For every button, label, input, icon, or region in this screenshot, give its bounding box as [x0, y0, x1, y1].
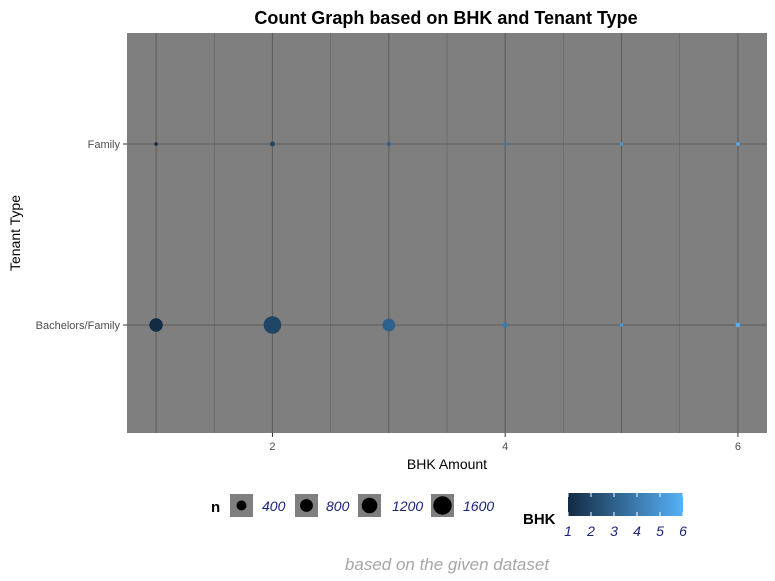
y-axis-title: Tenant Type: [7, 195, 23, 271]
size-legend-label: 800: [326, 498, 350, 514]
data-point: [154, 142, 158, 146]
size-legend-label: 400: [262, 498, 286, 514]
data-point: [619, 323, 624, 327]
size-legend-title: n: [211, 499, 220, 516]
size-legend-dot: [361, 497, 378, 514]
size-legend-label: 1600: [463, 498, 494, 514]
color-legend-label: 5: [656, 523, 664, 539]
color-legend-title: BHK: [523, 511, 556, 528]
data-point: [503, 142, 507, 146]
color-legend-bar: [568, 493, 683, 516]
color-legend-label: 1: [564, 523, 572, 539]
data-point: [382, 318, 396, 332]
x-axis-title: BHK Amount: [407, 456, 487, 472]
y-tick-label: Bachelors/Family: [36, 320, 121, 332]
color-legend-label: 3: [610, 523, 618, 539]
x-tick-label: 6: [735, 441, 741, 453]
data-point: [735, 322, 741, 328]
data-point: [149, 318, 163, 332]
data-point: [386, 141, 391, 147]
x-axis-ticks: 2 4 6: [269, 433, 741, 453]
color-legend-label: 6: [679, 523, 687, 539]
data-points: [149, 141, 741, 334]
size-legend-dot: [300, 499, 313, 512]
size-legend: 400 800 1200 1600: [230, 494, 494, 517]
chart-title: Count Graph based on BHK and Tenant Type: [254, 8, 637, 28]
data-point: [619, 142, 624, 146]
data-point: [263, 316, 282, 334]
x-tick-label: 2: [269, 441, 275, 453]
y-axis-ticks: Bachelors/Family Family: [36, 139, 127, 332]
size-legend-label: 1200: [392, 498, 423, 514]
data-point: [269, 141, 275, 147]
grid-lines: [127, 33, 767, 433]
y-tick-label: Family: [88, 139, 121, 151]
color-legend-label: 4: [633, 523, 641, 539]
data-point: [736, 142, 740, 146]
x-tick-label: 4: [502, 441, 508, 453]
size-legend-dot: [236, 500, 247, 511]
size-legend-dot: [433, 496, 452, 515]
data-point: [502, 322, 508, 328]
chart-caption: based on the given dataset: [345, 555, 550, 574]
color-legend-label: 2: [586, 523, 595, 539]
